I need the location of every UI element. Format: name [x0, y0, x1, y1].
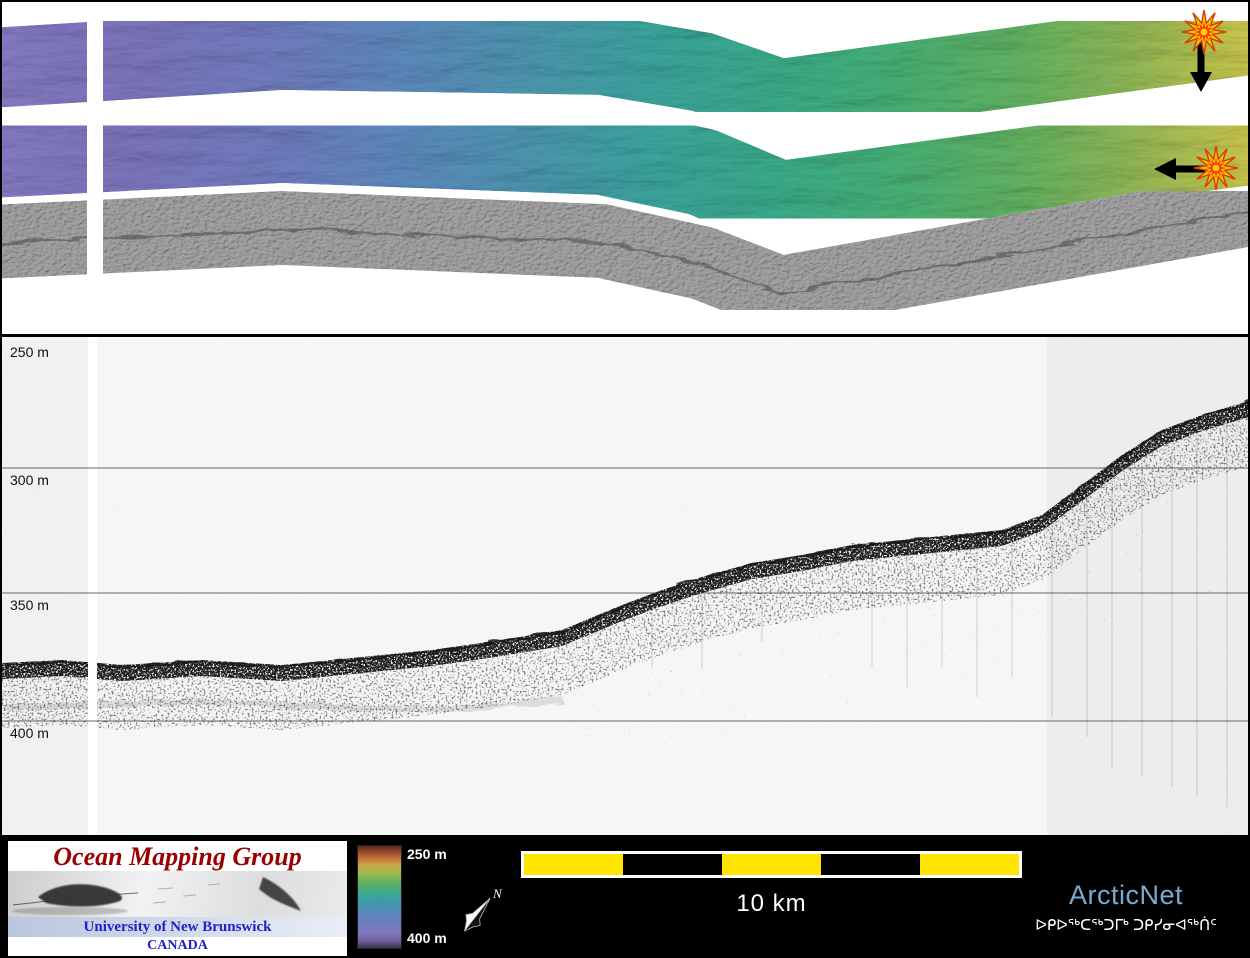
depth-colorbar — [357, 845, 402, 949]
backscatter-swath — [2, 172, 1248, 330]
depth-label-300m: 300 m — [10, 472, 49, 488]
colorbar-bottom-label: 400 m — [407, 930, 447, 946]
omg-university-label: University of New Brunswick — [8, 917, 347, 937]
omg-title: Ocean Mapping Group — [53, 842, 302, 871]
sunburst-down-arrow-icon — [1181, 9, 1227, 92]
scale-segment — [722, 854, 821, 875]
depth-label-250m: 250 m — [10, 344, 49, 360]
seafloor-return — [2, 400, 1248, 762]
north-label: N — [492, 886, 503, 901]
depth-gridlines — [2, 467, 1248, 722]
swath-panel — [2, 2, 1248, 334]
depth-label-400m: 400 m — [10, 725, 49, 741]
arcticnet-inuktitut-label: ᐅᑭᐅᖅᑕᖅᑐᒥᒃ ᑐᑭᓯᓂᐊᖅᑏᑦ — [1035, 917, 1217, 934]
swath-gap — [87, 2, 103, 334]
scale-segment — [623, 854, 722, 875]
echogram-vertical-streaks — [651, 407, 1228, 807]
footer: Ocean Mapping Group University of New Br… — [2, 838, 1248, 956]
omg-country-label: CANADA — [8, 937, 347, 954]
scale-bar — [521, 851, 1022, 878]
arcticnet-name: ArcticNet — [1068, 880, 1184, 910]
bathymetry-swath-2 — [2, 95, 1248, 249]
scale-segment — [920, 854, 1019, 875]
backscatter-nadir-line — [2, 208, 1248, 295]
scale-segment — [524, 854, 623, 875]
echogram-graphics: 250 m 300 m 350 m 400 m — [2, 337, 1248, 835]
echogram-panel: 250 m 300 m 350 m 400 m — [2, 334, 1248, 838]
swath-graphics — [2, 2, 1248, 334]
depth-label-350m: 350 m — [10, 597, 49, 613]
seafloor-trace — [2, 400, 1248, 667]
north-arrow-icon: N — [463, 886, 503, 932]
omg-logo-art — [8, 871, 347, 917]
sunburst-left-arrow-icon — [1154, 145, 1239, 191]
towfish-illustration — [12, 877, 301, 915]
sub-bottom-reflector — [2, 695, 563, 713]
echogram-gap — [88, 337, 97, 835]
scale-bar-label: 10 km — [736, 890, 807, 917]
omg-logo-box: Ocean Mapping Group University of New Br… — [8, 841, 347, 956]
colorbar-top-label: 250 m — [407, 846, 447, 862]
arcticnet-logo: ArcticNet ᐅᑭᐅᖅᑕᖅᑐᒥᒃ ᑐᑭᓯᓂᐊᖅᑏᑦ — [1002, 880, 1248, 934]
scale-segment — [821, 854, 920, 875]
bathymetry-swath-1 — [2, 2, 1248, 139]
